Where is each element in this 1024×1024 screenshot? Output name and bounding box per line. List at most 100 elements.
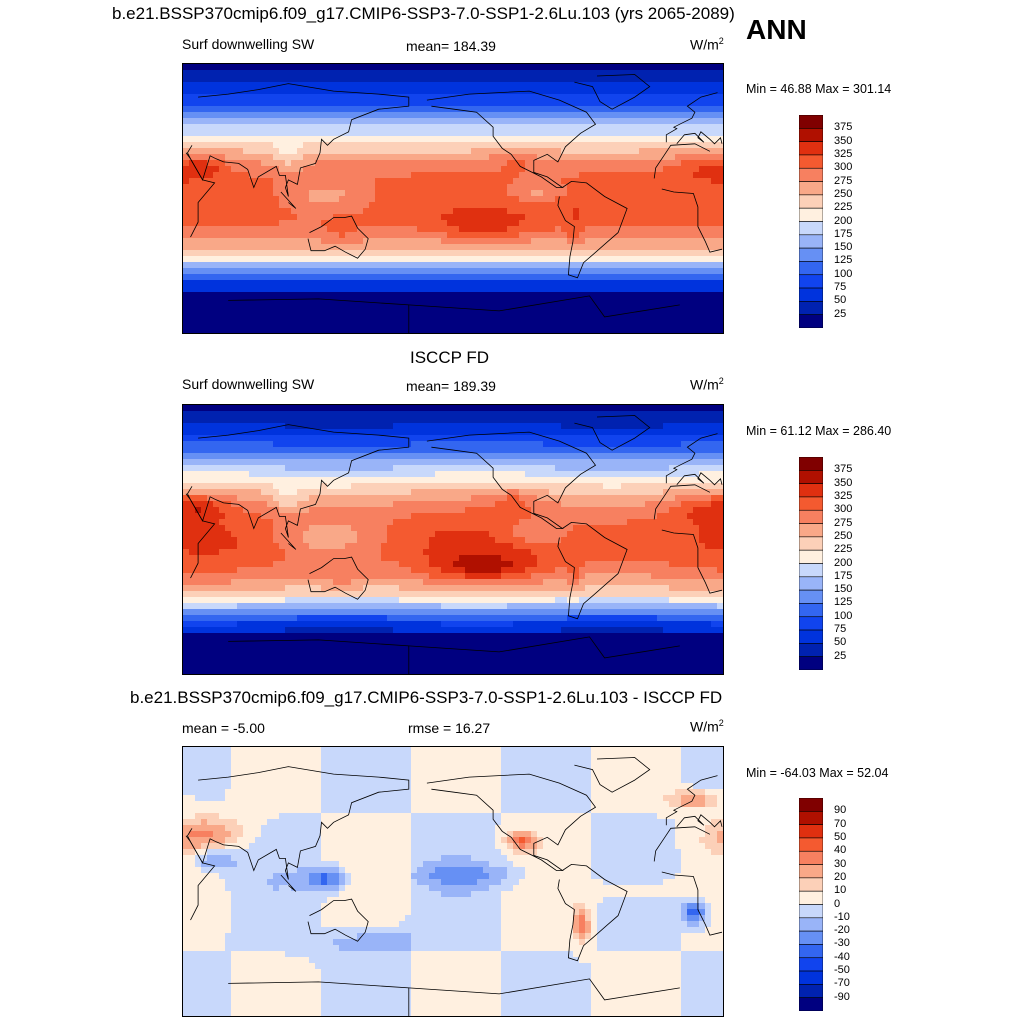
colorbar-swatch [799,837,823,852]
colorbar-swatch [799,496,823,511]
coastline [661,529,723,594]
colorbar-tick-label: 50 [834,294,847,307]
panel2-units: W/m2 [690,376,724,393]
colorbar-tick-label: 125 [834,254,853,267]
colorbar-swatch [799,234,823,249]
panel1-colorbar [799,115,823,328]
coastline [665,433,718,484]
coastline [228,298,410,333]
colorbar-tick-label: 275 [834,174,853,187]
colorbar-tick-label: 25 [834,649,847,662]
coastline [280,532,297,550]
colorbar-tick-label: 70 [834,817,847,830]
colorbar-tick-label: 225 [834,201,853,214]
colorbar-swatch [799,576,823,591]
colorbar-tick-label: 150 [834,583,853,596]
colorbar-swatch [799,616,823,631]
panel1-map [182,63,724,334]
coastline [574,74,651,110]
colorbar-tick-label: 100 [834,609,853,622]
colorbar-swatch [799,890,823,905]
colorbar-tick-label: 175 [834,227,853,240]
colorbar-tick-label: 20 [834,870,847,883]
colorbar-swatch [799,997,823,1011]
colorbar-swatch [799,970,823,985]
colorbar-swatch [799,167,823,182]
colorbar-swatch [799,154,823,169]
panel3-mean-label: mean = -5.00 [182,720,265,736]
coastline [307,556,369,600]
colorbar-swatch [799,274,823,289]
coastline [280,874,297,892]
colorbar-tick-label: 175 [834,569,853,582]
colorbar-swatch [799,194,823,209]
colorbar-swatch [799,850,823,865]
panel3-colorbar [799,798,823,1011]
coastline [574,757,651,793]
panel3-rmse-label: rmse = 16.27 [408,720,491,736]
panel2-title: ISCCP FD [410,348,490,367]
panel1-title: b.e21.BSSP370cmip6.f09_g17.CMIP6-SSP3-7.… [112,4,735,23]
colorbar-swatch [799,944,823,959]
panel2-mean-label: mean= 189.39 [406,378,496,394]
coastline [307,898,369,942]
coastline [557,863,628,962]
coastline [557,180,628,279]
colorbar-swatch [799,483,823,498]
coastline [653,484,711,520]
panel1-minmax: Min = 46.88 Max = 301.14 [746,82,892,96]
colorbar-tick-label: 300 [834,161,853,174]
colorbar-tick-label: -10 [834,910,850,923]
colorbar-tick-label: 300 [834,503,853,516]
colorbar-tick-label: 200 [834,556,853,569]
colorbar-swatch [799,917,823,932]
colorbar-tick-label: 375 [834,463,853,476]
coastline [187,766,410,880]
colorbar-swatch [799,523,823,538]
colorbar-swatch [799,957,823,972]
colorbar-swatch [799,864,823,879]
colorbar-tick-label: 150 [834,241,853,254]
coastline [653,143,711,179]
panel1-mean-label: mean= 184.39 [406,38,496,54]
colorbar-tick-label: 10 [834,884,847,897]
colorbar-tick-label: 250 [834,529,853,542]
colorbar-swatch [799,930,823,945]
colorbar-swatch [799,181,823,196]
colorbar-tick-label: 50 [834,636,847,649]
coastline [676,472,723,486]
colorbar-tick-label: 75 [834,623,847,636]
colorbar-tick-label: 25 [834,307,847,320]
colorbar-tick-label: 325 [834,489,853,502]
coastline [426,90,597,188]
colorbar-tick-label: -70 [834,977,850,990]
panel2-colorbar [799,457,823,670]
colorbar-tick-label: 350 [834,476,853,489]
panel3-units: W/m2 [690,718,724,735]
colorbar-tick-label: -90 [834,990,850,1003]
coastline [426,773,597,871]
colorbar-tick-label: -40 [834,950,850,963]
coastline [187,424,410,538]
colorbar-tick-label: 0 [834,897,841,910]
colorbar-swatch [799,115,823,129]
panel3-minmax: Min = -64.03 Max = 52.04 [746,766,889,780]
colorbar-swatch [799,643,823,657]
colorbar-swatch [799,536,823,551]
coastline [661,871,723,936]
panel2-minmax: Min = 61.12 Max = 286.40 [746,424,892,438]
colorbar-tick-label: 325 [834,147,853,160]
colorbar-tick-label: 90 [834,804,847,817]
colorbar-tick-label: -50 [834,964,850,977]
coastline [661,188,723,253]
colorbar-tick-label: 350 [834,134,853,147]
coastline [408,978,680,1001]
colorbar-swatch [799,207,823,222]
colorbar-swatch [799,128,823,142]
colorbar-tick-label: -30 [834,937,850,950]
colorbar-swatch [799,563,823,578]
colorbar-tick-label: 40 [834,844,847,857]
colorbar-tick-label: 75 [834,281,847,294]
colorbar-tick-label: 30 [834,857,847,870]
colorbar-swatch [799,247,823,262]
